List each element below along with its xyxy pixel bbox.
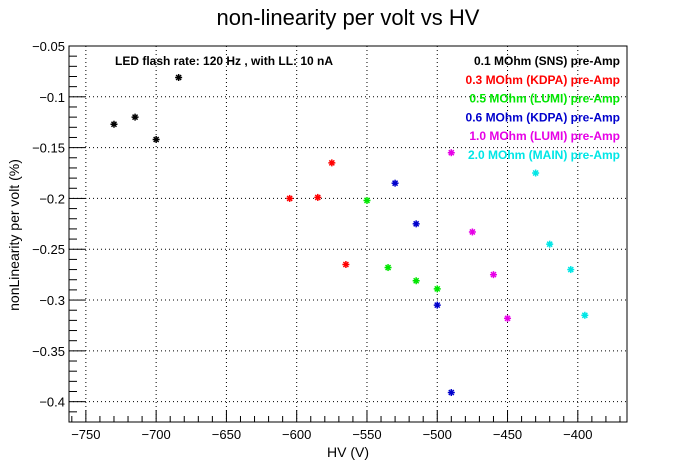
legend: 0.1 MOhm (SNS) pre-Amp 0.3 MOhm (KDPA) pr… (466, 54, 620, 162)
legend-entry: 2.0 MOhm (MAIN) pre-Amp (468, 148, 620, 162)
axis-ticks: −750 −700 −650 −600 −550 −500 −450 −400 −0.05 −0.… (32, 39, 621, 442)
y-tick-label: −0.1 (39, 90, 65, 105)
y-tick-label: −0.35 (32, 344, 65, 359)
data-point (412, 277, 420, 285)
data-point (546, 240, 554, 248)
data-point (152, 135, 160, 143)
legend-entry: 0.1 MOhm (SNS) pre-Amp (474, 54, 620, 68)
y-tick-label: −0.3 (39, 293, 65, 308)
data-point (342, 260, 350, 268)
y-tick-label: −0.2 (39, 191, 65, 206)
y-tick-label: −0.05 (32, 39, 65, 54)
x-tick-label: −600 (282, 427, 311, 442)
x-tick-label: −650 (212, 427, 241, 442)
x-tick-label: −550 (352, 427, 381, 442)
data-point (581, 311, 589, 319)
data-point (489, 271, 497, 279)
y-axis-label: nonLinearity per volt (%) (6, 159, 22, 311)
data-point (314, 193, 322, 201)
data-point (447, 149, 455, 157)
data-point (363, 196, 371, 204)
annotation-text: LED flash rate: 120 Hz , with LL: 10 nA (115, 54, 333, 68)
y-tick-label: −0.25 (32, 242, 65, 257)
data-point (504, 314, 512, 322)
x-tick-label: −700 (141, 427, 170, 442)
legend-entry: 0.3 MOhm (KDPA) pre-Amp (466, 73, 620, 87)
data-point (328, 159, 336, 167)
data-point (447, 389, 455, 397)
data-point (384, 264, 392, 272)
data-point (131, 113, 139, 121)
data-point (412, 220, 420, 228)
y-tick-label: −0.15 (32, 141, 65, 156)
data-point (433, 301, 441, 309)
data-point (468, 228, 476, 236)
x-tick-label: −750 (71, 427, 100, 442)
data-point (391, 179, 399, 187)
data-point (110, 120, 118, 128)
legend-entry: 0.6 MOhm (KDPA) pre-Amp (466, 110, 620, 124)
x-tick-label: −400 (563, 427, 592, 442)
data-points (110, 74, 589, 397)
data-point (175, 74, 183, 82)
legend-entry: 0.5 MOhm (LUMI) pre-Amp (469, 92, 620, 106)
data-point (532, 169, 540, 177)
data-point (567, 266, 575, 274)
x-tick-label: −500 (423, 427, 452, 442)
data-point (433, 285, 441, 293)
data-point (286, 194, 294, 202)
chart-title: non-linearity per volt vs HV (217, 5, 480, 30)
x-axis-label: HV (V) (327, 444, 369, 460)
x-tick-label: −450 (493, 427, 522, 442)
y-tick-label: −0.4 (39, 395, 65, 410)
legend-entry: 1.0 MOhm (LUMI) pre-Amp (469, 129, 620, 143)
plot-frame (68, 45, 628, 423)
